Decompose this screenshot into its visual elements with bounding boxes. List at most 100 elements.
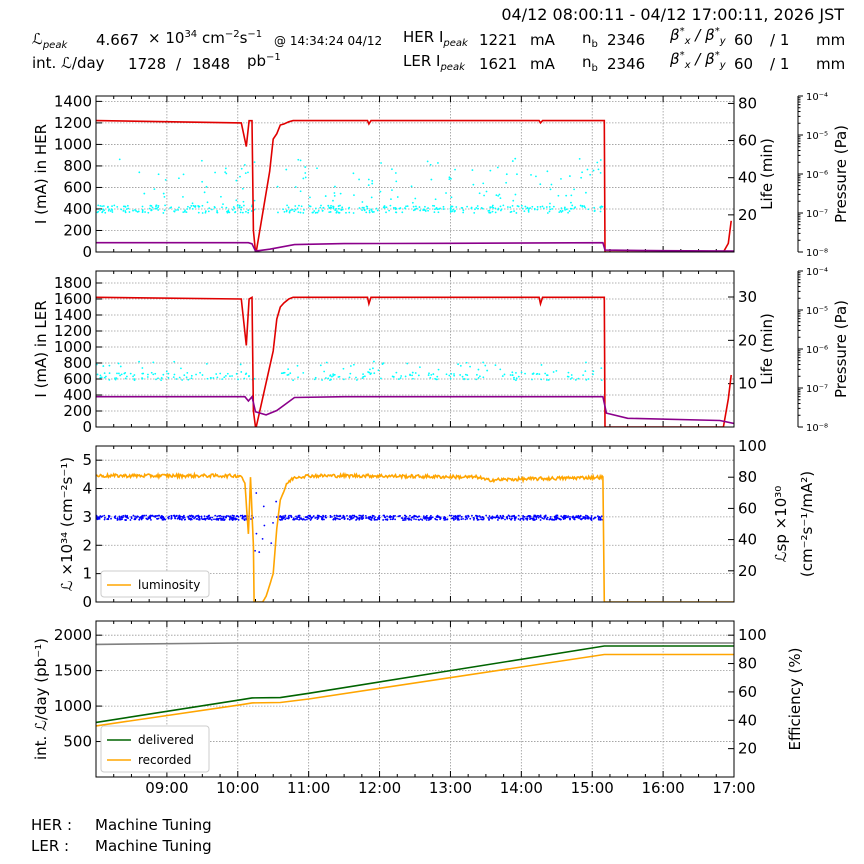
time-range: 04/12 08:00:11 - 04/12 17:00:11, 2026 JS… — [501, 5, 844, 24]
specific-luminosity-point — [480, 518, 482, 521]
y2-tick-label: 20 — [738, 562, 757, 580]
pressure-point — [288, 211, 291, 214]
legend-box — [100, 570, 210, 598]
integrated-y2label: Efficiency (%) — [786, 648, 804, 751]
pressure-point — [163, 209, 166, 212]
pressure-point — [415, 205, 417, 208]
pressure-point — [531, 205, 534, 208]
pressure-point — [232, 206, 235, 208]
pressure-point — [535, 175, 537, 178]
pressure-point — [229, 375, 231, 378]
pressure-point — [355, 379, 358, 381]
specific-luminosity-point — [355, 516, 358, 519]
pressure-point — [329, 374, 332, 377]
specific-luminosity-point — [254, 549, 256, 552]
specific-luminosity-point — [282, 517, 285, 520]
specific-luminosity-point — [422, 515, 425, 518]
pressure-point — [304, 176, 307, 179]
specific-luminosity-point — [477, 515, 479, 518]
pressure-point — [587, 378, 590, 380]
pressure-point — [476, 373, 478, 376]
pressure-point — [509, 206, 512, 209]
specific-luminosity-point — [283, 516, 286, 519]
pressure-point — [201, 180, 204, 183]
pressure-point — [178, 376, 181, 379]
pressure-point — [544, 372, 547, 375]
pressure-point — [240, 371, 243, 373]
y2-tick-label: 20 — [738, 206, 757, 224]
specific-luminosity-point — [145, 517, 148, 520]
integrated-legend: delivered recorded — [100, 725, 210, 773]
pressure-point — [449, 211, 452, 213]
pressure-point — [247, 211, 250, 214]
pressure-tick-label: 10⁻⁴ — [806, 267, 828, 278]
pressure-point — [567, 211, 569, 214]
lpeak-time: @ 14:34:24 04/12 — [274, 34, 383, 48]
pressure-point — [442, 205, 445, 208]
specific-luminosity-point — [108, 516, 110, 519]
ler-pressure-points — [96, 360, 603, 382]
specific-luminosity-point — [161, 518, 164, 521]
pressure-point — [155, 207, 158, 210]
pressure-point — [511, 160, 514, 162]
pressure-point — [482, 361, 485, 364]
pressure-point — [511, 371, 514, 374]
specific-luminosity-point — [579, 518, 582, 520]
pressure-point — [183, 374, 186, 377]
pressure-point — [322, 206, 325, 209]
pressure-point — [276, 185, 279, 188]
pressure-point — [204, 210, 207, 213]
pressure-point — [184, 209, 186, 212]
specific-luminosity-point — [132, 514, 135, 517]
pressure-point — [597, 168, 600, 171]
specific-luminosity-point — [298, 516, 300, 519]
pressure-point — [417, 374, 420, 377]
pressure-point — [445, 373, 448, 376]
intl-unit-exp: −1 — [266, 52, 281, 63]
pressure-point — [477, 207, 479, 210]
pressure-point — [153, 188, 156, 191]
pressure-point — [499, 205, 502, 208]
pressure-point — [333, 192, 336, 194]
pressure-point — [302, 371, 305, 374]
pressure-point — [312, 211, 314, 214]
specific-luminosity-point — [220, 519, 223, 521]
pressure-point — [222, 203, 224, 206]
pressure-point — [442, 208, 445, 210]
specific-luminosity-point — [413, 515, 416, 518]
specific-luminosity-point — [479, 516, 482, 518]
specific-luminosity-point — [353, 514, 356, 517]
specific-luminosity-point — [241, 517, 244, 520]
specific-luminosity-point — [355, 518, 358, 521]
pressure-point — [516, 205, 519, 207]
pressure-point — [331, 375, 333, 378]
pressure-point — [524, 205, 527, 208]
pressure-point — [568, 175, 571, 177]
pressure-point — [560, 207, 563, 210]
ler-life-line — [96, 394, 734, 425]
pressure-point — [422, 208, 425, 211]
specific-luminosity-point — [535, 518, 538, 521]
pressure-point — [495, 194, 498, 197]
pressure-point — [107, 205, 109, 208]
integrated-frame — [95, 620, 735, 778]
pressure-point — [459, 374, 462, 376]
pressure-point — [392, 206, 395, 209]
specific-luminosity-point — [515, 516, 517, 519]
specific-luminosity-point — [400, 517, 403, 519]
pressure-point — [452, 208, 455, 211]
pressure-point — [587, 208, 590, 211]
ler-beta-ratio: / 1 — [770, 55, 790, 73]
pressure-point — [253, 199, 256, 202]
pressure-point — [173, 373, 176, 376]
pressure-point — [330, 206, 333, 209]
pressure-point — [472, 183, 475, 186]
specific-luminosity-point — [520, 517, 522, 520]
pressure-point — [548, 205, 551, 208]
pressure-point — [579, 204, 582, 207]
specific-luminosity-point — [103, 518, 106, 521]
specific-luminosity-point — [336, 517, 339, 520]
x-tick-label: 11:00 — [287, 779, 330, 797]
pressure-point — [97, 204, 100, 207]
pressure-point — [308, 205, 311, 207]
